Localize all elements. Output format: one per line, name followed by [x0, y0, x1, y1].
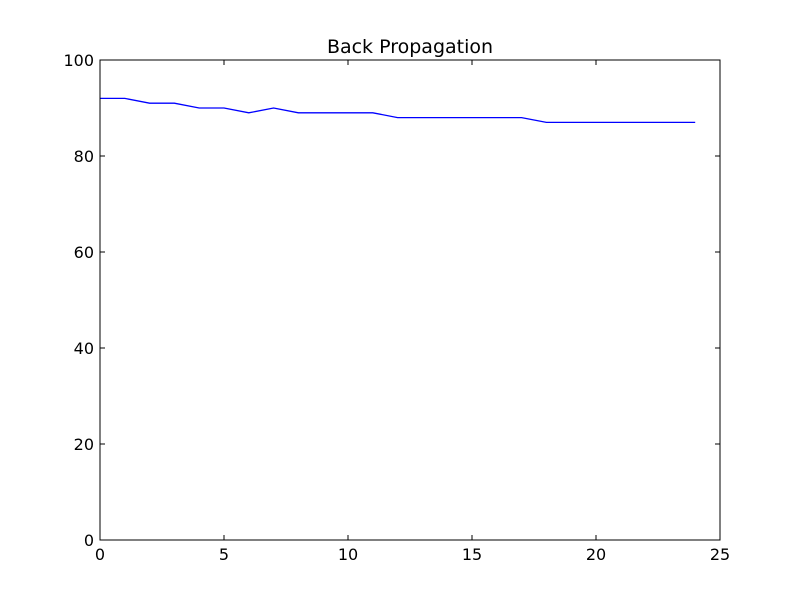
y-tick-label: 20 [74, 435, 94, 454]
x-tick-label: 5 [219, 545, 229, 564]
series-layer [100, 97, 696, 124]
y-tick-label: 100 [63, 51, 94, 70]
plot-area-frame [99, 59, 721, 541]
y-tick-label: 0 [84, 531, 94, 550]
x-tick-label: 20 [586, 545, 606, 564]
series-line [100, 97, 696, 124]
x-tick-label: 25 [710, 545, 730, 564]
y-tick-label: 80 [74, 147, 94, 166]
x-tick-label: 15 [462, 545, 482, 564]
x-tick-label: 10 [338, 545, 358, 564]
chart-title: Back Propagation [327, 36, 493, 58]
y-tick-label: 40 [74, 339, 94, 358]
ticks-layer: 0 5 10 15 20 25 0 20 40 60 80 100 [63, 51, 730, 564]
x-tick-label: 0 [95, 545, 105, 564]
y-tick-label: 60 [74, 243, 94, 262]
